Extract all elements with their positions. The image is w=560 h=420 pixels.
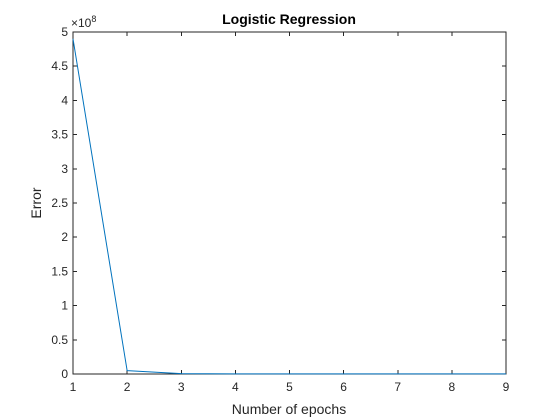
plot-area: 1 2 3 4 5 6 7 8 9 0 0.5 1 1.5 2 2.5 3 3.5 4 4.5 5 <box>51 25 509 394</box>
x-tick-label: 3 <box>178 380 185 394</box>
y-tick-label: 4.5 <box>51 59 68 73</box>
y-tick-label: 4 <box>61 93 68 107</box>
x-tick-label: 8 <box>449 380 456 394</box>
y-tick-label: 5 <box>61 25 68 39</box>
y-exponent-power: 8 <box>91 14 96 24</box>
y-exponent: ×108 <box>71 14 96 30</box>
x-tick-label: 2 <box>124 380 131 394</box>
x-tick-label: 1 <box>70 380 77 394</box>
series-line <box>72 38 506 375</box>
y-tick-label: 1.5 <box>51 264 68 278</box>
x-axis-label: Number of epochs <box>232 401 346 417</box>
y-tick-label: 1 <box>61 299 68 313</box>
y-axis-ticks: 0 0.5 1 1.5 2 2.5 3 3.5 4 4.5 5 <box>51 25 506 381</box>
plot-box <box>72 31 507 375</box>
y-tick-label: 2 <box>61 230 68 244</box>
y-axis-label: Error <box>28 187 44 218</box>
x-tick-label: 4 <box>232 380 239 394</box>
x-tick-label: 5 <box>286 380 293 394</box>
y-tick-label: 3.5 <box>51 128 68 142</box>
x-tick-label: 7 <box>394 380 401 394</box>
x-tick-label: 6 <box>340 380 347 394</box>
chart-title: Logistic Regression <box>222 11 356 27</box>
y-tick-label: 3 <box>61 162 68 176</box>
y-exponent-base: ×10 <box>71 16 92 30</box>
y-tick-label: 0 <box>61 367 68 381</box>
y-tick-label: 0.5 <box>51 333 68 347</box>
x-axis-ticks: 1 2 3 4 5 6 7 8 9 <box>70 32 510 394</box>
y-tick-label: 2.5 <box>51 196 68 210</box>
series-layer <box>72 38 506 375</box>
x-tick-label: 9 <box>503 380 510 394</box>
